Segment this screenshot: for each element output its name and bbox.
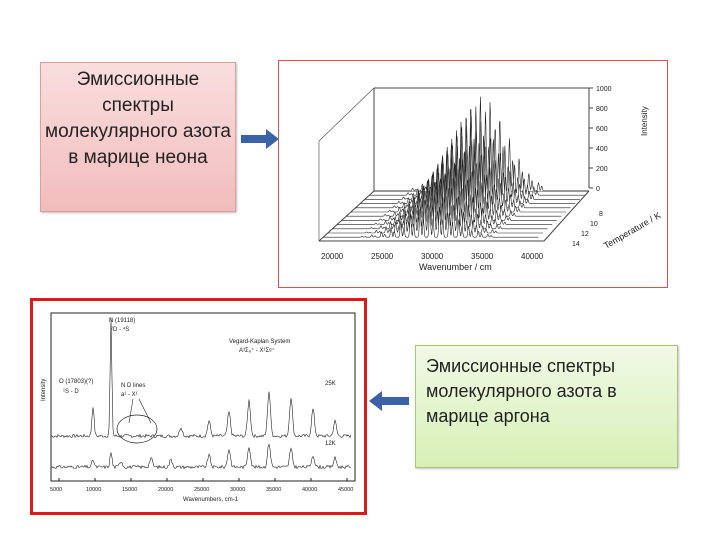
ann-temp-upper: 25K xyxy=(325,381,336,387)
ann-nd-lines: N D lines xyxy=(121,383,145,389)
ann-n-line: N (19118) xyxy=(109,318,135,324)
ann-temp-lower: 12K xyxy=(325,441,336,447)
neon-x-tick: 35000 xyxy=(471,252,494,261)
argon-y-label: Intensity xyxy=(41,379,47,401)
neon-trace xyxy=(328,195,543,234)
ann-o-line: O (17803)(?) xyxy=(59,379,93,385)
argon-x-tick: 10000 xyxy=(86,487,101,493)
neon-z-tick: 800 xyxy=(596,106,608,113)
argon-x-tick: 40000 xyxy=(302,487,317,493)
neon-trace xyxy=(323,205,539,238)
caption-neon-text: Эмиссионные спектры молекулярного азота … xyxy=(45,69,231,168)
ann-vk-system: Vegard-Kaplan System xyxy=(229,339,290,345)
neon-x-tick: 20000 xyxy=(321,252,344,261)
neon-z-tick: 600 xyxy=(596,126,608,133)
caption-argon-box: Эмиссионные спектры молекулярного азота … xyxy=(415,345,678,468)
nd-lines-pointer xyxy=(128,398,134,424)
caption-argon-text: Эмиссионные спектры молекулярного азота … xyxy=(426,356,617,426)
ann-n-term: ²D - ⁴S xyxy=(111,326,129,333)
neon-x-tick: 30000 xyxy=(421,252,444,261)
neon-depth-tick: 10 xyxy=(590,221,598,228)
ann-vk-term: A³Σᵤ⁺ - X¹Σᵍ⁺ xyxy=(239,347,275,354)
neon-depth-tick: 14 xyxy=(572,241,580,248)
argon-trace xyxy=(50,443,352,470)
neon-spectrum-plot: 20000 25000 30000 35000 40000 0 200 400 600 800 1… xyxy=(318,86,662,272)
argon-spectrum-figure: 5000 10000 15000 20000 25000 30000 35000 40000 4… xyxy=(30,298,367,515)
neon-depth-tick: 8 xyxy=(599,211,603,218)
neon-z-tick: 0 xyxy=(596,186,600,193)
argon-x-tick: 25000 xyxy=(194,487,209,493)
neon-z-label: Intensity xyxy=(640,106,649,136)
neon-z-tick: 400 xyxy=(596,146,608,153)
argon-x-tick: 45000 xyxy=(338,487,353,493)
neon-depth-label: Temperature / K xyxy=(602,210,662,251)
argon-x-tick: 15000 xyxy=(122,487,137,493)
nd-lines-marker-ellipse xyxy=(116,414,158,444)
caption-neon-box: Эмиссионные спектры молекулярного азота … xyxy=(40,62,236,212)
neon-z-tick: 200 xyxy=(596,166,608,173)
arrow-left-icon xyxy=(369,391,409,411)
argon-x-label: Wavenumbers, cm-1 xyxy=(183,497,239,503)
neon-x-label: Wavenumber / cm xyxy=(419,262,492,272)
neon-x-tick: 40000 xyxy=(521,252,544,261)
neon-spectrum-figure: 20000 25000 30000 35000 40000 0 200 400 600 800 1… xyxy=(278,60,668,288)
neon-x-tick: 25000 xyxy=(371,252,394,261)
argon-trace xyxy=(50,317,352,439)
neon-z-tick: 1000 xyxy=(596,86,612,93)
nd-lines-pointer xyxy=(138,398,152,424)
argon-x-tick: 5000 xyxy=(50,487,62,493)
argon-x-tick: 35000 xyxy=(266,487,281,493)
argon-x-tick: 30000 xyxy=(230,487,245,493)
argon-x-tick: 20000 xyxy=(158,487,173,493)
argon-spectrum-plot: 5000 10000 15000 20000 25000 30000 35000 40000 4… xyxy=(41,312,356,503)
ann-nd-term: a¹ - X¹ xyxy=(121,392,138,398)
arrow-right-icon xyxy=(241,129,279,149)
neon-depth-tick: 12 xyxy=(581,231,589,238)
ann-o-term: ¹S - D xyxy=(63,389,79,395)
